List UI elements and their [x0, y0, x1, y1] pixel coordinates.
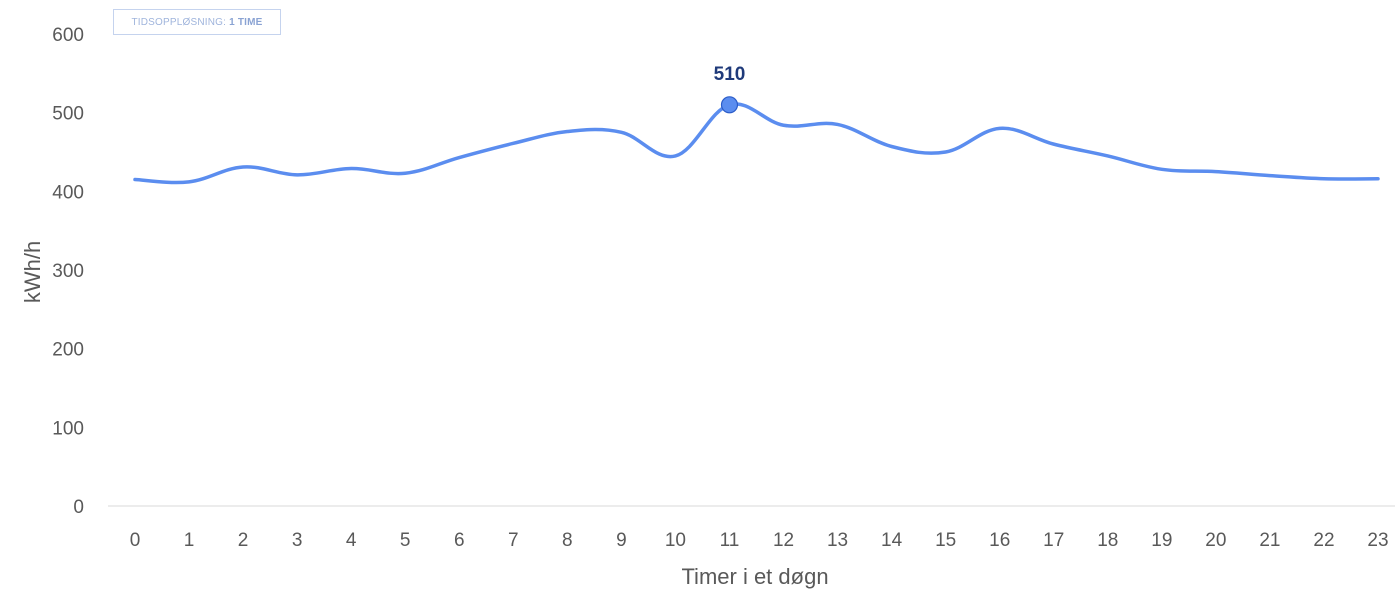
y-tick-label: 400: [52, 182, 84, 203]
x-tick-label: 1: [184, 530, 195, 551]
x-tick-label: 15: [935, 530, 956, 551]
x-tick-label: 19: [1151, 530, 1172, 551]
x-tick-label: 18: [1097, 530, 1118, 551]
x-tick-label: 16: [989, 530, 1010, 551]
x-tick-label: 6: [454, 530, 465, 551]
x-tick-label: 10: [665, 530, 686, 551]
x-tick-label: 14: [881, 530, 903, 551]
x-tick-label: 17: [1043, 530, 1064, 551]
x-tick-label: 4: [346, 530, 357, 551]
x-tick-label: 13: [827, 530, 848, 551]
x-tick-label: 8: [562, 530, 573, 551]
y-tick-label: 500: [52, 104, 84, 125]
peak-data-label: 510: [714, 64, 746, 85]
x-tick-label: 0: [130, 530, 141, 551]
x-tick-label: 5: [400, 530, 411, 551]
y-tick-label: 300: [52, 261, 84, 282]
time-resolution-badge: TIDSOPPLØSNING: 1 TIME: [113, 9, 281, 35]
x-tick-label: 21: [1259, 530, 1280, 551]
x-tick-label: 12: [773, 530, 794, 551]
x-tick-label: 22: [1313, 530, 1334, 551]
x-tick-label: 20: [1205, 530, 1226, 551]
x-axis: 0 1 2 3 4 5 6 7 8 9 10 11 12 13 14 15 16 17 18 19 20 21 22 23: [130, 530, 1389, 551]
y-tick-label: 200: [52, 340, 84, 361]
x-tick-label: 7: [508, 530, 519, 551]
x-axis-title: Timer i et døgn: [681, 564, 828, 589]
series-line: [133, 102, 1380, 185]
x-tick-label: 9: [616, 530, 627, 551]
x-tick-label: 11: [720, 530, 740, 551]
peak-marker: [720, 96, 739, 114]
x-tick-label: 3: [292, 530, 303, 551]
y-tick-label: 100: [52, 418, 84, 439]
y-tick-label: 600: [52, 25, 84, 46]
y-tick-label: 0: [73, 497, 84, 518]
time-resolution-label: TIDSOPPLØSNING:: [131, 16, 227, 28]
y-axis: 0 100 200 300 400 500 600: [52, 25, 84, 518]
x-tick-label: 2: [238, 530, 249, 551]
y-axis-title: kWh/h: [20, 241, 45, 303]
x-tick-label: 23: [1367, 530, 1388, 551]
time-resolution-value: 1 TIME: [229, 16, 263, 28]
